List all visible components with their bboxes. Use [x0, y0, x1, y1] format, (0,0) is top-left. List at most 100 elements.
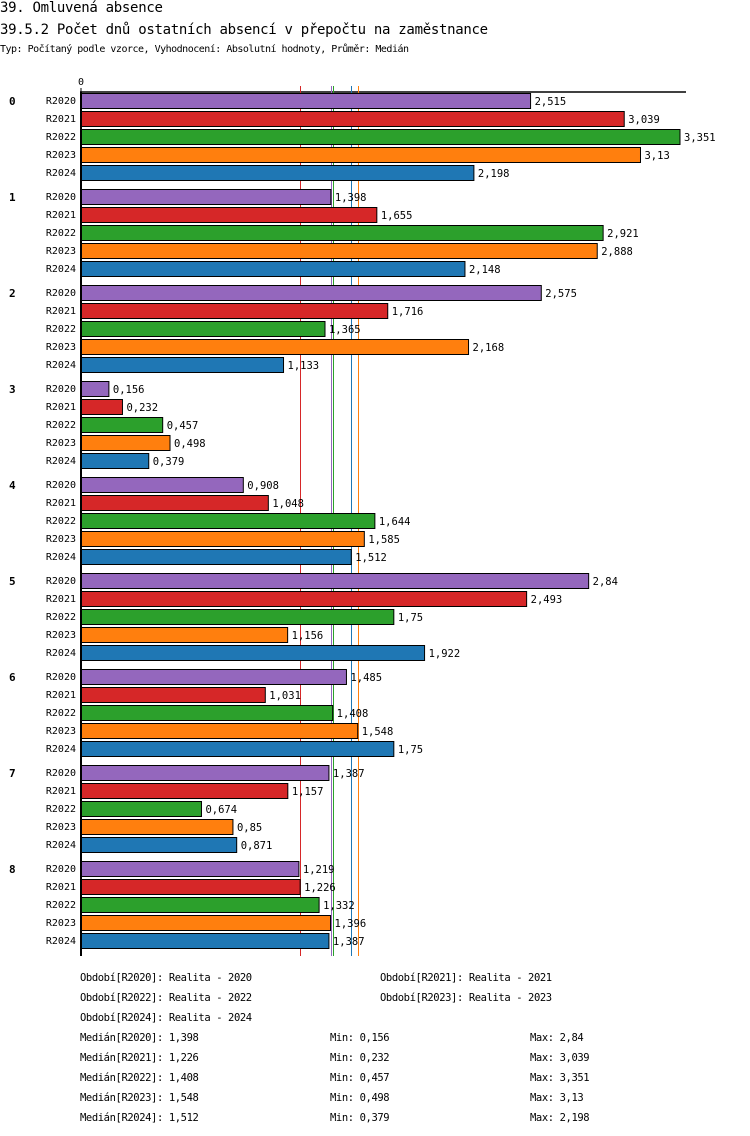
series-label: R2023 — [46, 534, 76, 545]
bar-r2022 — [80, 513, 376, 529]
bar-value-label: 1,408 — [337, 708, 369, 720]
series-label: R2020 — [46, 864, 76, 875]
bar-value-label: 0,379 — [153, 456, 185, 468]
series-label: R2022 — [46, 804, 76, 815]
bar-r2024 — [80, 357, 285, 373]
bar-r2020 — [80, 861, 300, 877]
bar-r2024 — [80, 261, 466, 277]
bar-value-label: 3,039 — [628, 114, 660, 126]
bar-value-label: 0,674 — [205, 804, 237, 816]
bar-r2024 — [80, 933, 330, 949]
series-label: R2022 — [46, 516, 76, 527]
bar-value-label: 2,575 — [545, 288, 577, 300]
bar-r2021 — [80, 783, 289, 799]
bar-r2020 — [80, 189, 332, 205]
series-label: R2023 — [46, 630, 76, 641]
series-label: R2022 — [46, 228, 76, 239]
series-label: R2022 — [46, 132, 76, 143]
legend-period-r2023: Období[R2023]: Realita - 2023 — [380, 992, 552, 1004]
legend-period-r2022: Období[R2022]: Realita - 2022 — [80, 992, 252, 1004]
category-label: 2 — [9, 287, 16, 300]
series-label: R2021 — [46, 210, 76, 221]
series-label: R2024 — [46, 744, 76, 755]
bar-value-label: 1,157 — [292, 786, 324, 798]
series-label: R2024 — [46, 360, 76, 371]
bar-r2020 — [80, 765, 330, 781]
series-label: R2023 — [46, 246, 76, 257]
bar-r2021 — [80, 399, 123, 415]
series-label: R2020 — [46, 288, 76, 299]
bar-value-label: 1,716 — [392, 306, 424, 318]
category-label: 0 — [9, 95, 16, 108]
legend-period-r2024: Období[R2024]: Realita - 2024 — [80, 1012, 252, 1024]
stat-min-r2023: Min: 0,498 — [330, 1092, 390, 1104]
bar-value-label: 1,75 — [398, 612, 423, 624]
bar-value-label: 1,031 — [269, 690, 301, 702]
legend-period-r2020: Období[R2020]: Realita - 2020 — [80, 972, 252, 984]
bar-r2022 — [80, 225, 604, 241]
series-label: R2021 — [46, 594, 76, 605]
bar-r2022 — [80, 705, 334, 721]
bar-r2022 — [80, 321, 326, 337]
bar-value-label: 2,168 — [473, 342, 505, 354]
series-label: R2020 — [46, 192, 76, 203]
bar-r2022 — [80, 417, 164, 433]
bar-value-label: 1,396 — [335, 918, 367, 930]
series-label: R2020 — [46, 672, 76, 683]
stat-max-r2023: Max: 3,13 — [530, 1092, 584, 1104]
bar-r2021 — [80, 591, 528, 607]
bar-value-label: 3,13 — [644, 150, 669, 162]
bar-value-label: 1,922 — [429, 648, 461, 660]
bar-value-label: 1,133 — [288, 360, 320, 372]
series-label: R2020 — [46, 384, 76, 395]
bar-value-label: 1,398 — [335, 192, 367, 204]
bar-value-label: 2,84 — [593, 576, 618, 588]
category-label: 8 — [9, 863, 16, 876]
bar-r2024 — [80, 645, 426, 661]
series-label: R2021 — [46, 402, 76, 413]
stat-max-r2020: Max: 2,84 — [530, 1032, 584, 1044]
bar-r2021 — [80, 207, 378, 223]
series-label: R2021 — [46, 786, 76, 797]
category-label: 3 — [9, 383, 16, 396]
chart-title: 39.5.2 Počet dnů ostatních absencí v pře… — [0, 22, 488, 38]
stat-median-r2021: Medián[R2021]: 1,226 — [80, 1052, 199, 1064]
bar-value-label: 1,219 — [303, 864, 335, 876]
series-label: R2021 — [46, 690, 76, 701]
stat-median-r2020: Medián[R2020]: 1,398 — [80, 1032, 199, 1044]
bar-value-label: 1,655 — [381, 210, 413, 222]
bar-value-label: 1,048 — [272, 498, 304, 510]
series-label: R2022 — [46, 324, 76, 335]
bar-value-label: 1,644 — [379, 516, 411, 528]
series-label: R2023 — [46, 726, 76, 737]
stat-median-r2024: Medián[R2024]: 1,512 — [80, 1112, 199, 1124]
bar-r2022 — [80, 609, 395, 625]
bar-r2023 — [80, 819, 234, 835]
bar-r2020 — [80, 285, 542, 301]
series-label: R2022 — [46, 420, 76, 431]
bar-value-label: 1,548 — [362, 726, 394, 738]
bar-r2023 — [80, 627, 289, 643]
bar-r2024 — [80, 453, 150, 469]
bar-value-label: 0,85 — [237, 822, 262, 834]
bar-r2023 — [80, 915, 332, 931]
stat-min-r2021: Min: 0,232 — [330, 1052, 390, 1064]
bar-value-label: 1,332 — [323, 900, 355, 912]
bar-r2020 — [80, 477, 244, 493]
series-label: R2024 — [46, 936, 76, 947]
series-label: R2020 — [46, 576, 76, 587]
series-label: R2021 — [46, 498, 76, 509]
legend-period-r2021: Období[R2021]: Realita - 2021 — [380, 972, 552, 984]
bar-r2022 — [80, 129, 681, 145]
series-label: R2022 — [46, 612, 76, 623]
bar-value-label: 1,387 — [333, 768, 365, 780]
category-label: 7 — [9, 767, 16, 780]
series-label: R2021 — [46, 114, 76, 125]
bar-r2021 — [80, 111, 625, 127]
bar-r2021 — [80, 495, 269, 511]
bar-r2023 — [80, 531, 365, 547]
series-label: R2022 — [46, 900, 76, 911]
bar-value-label: 1,365 — [329, 324, 361, 336]
bar-value-label: 0,908 — [247, 480, 279, 492]
bar-value-label: 1,75 — [398, 744, 423, 756]
